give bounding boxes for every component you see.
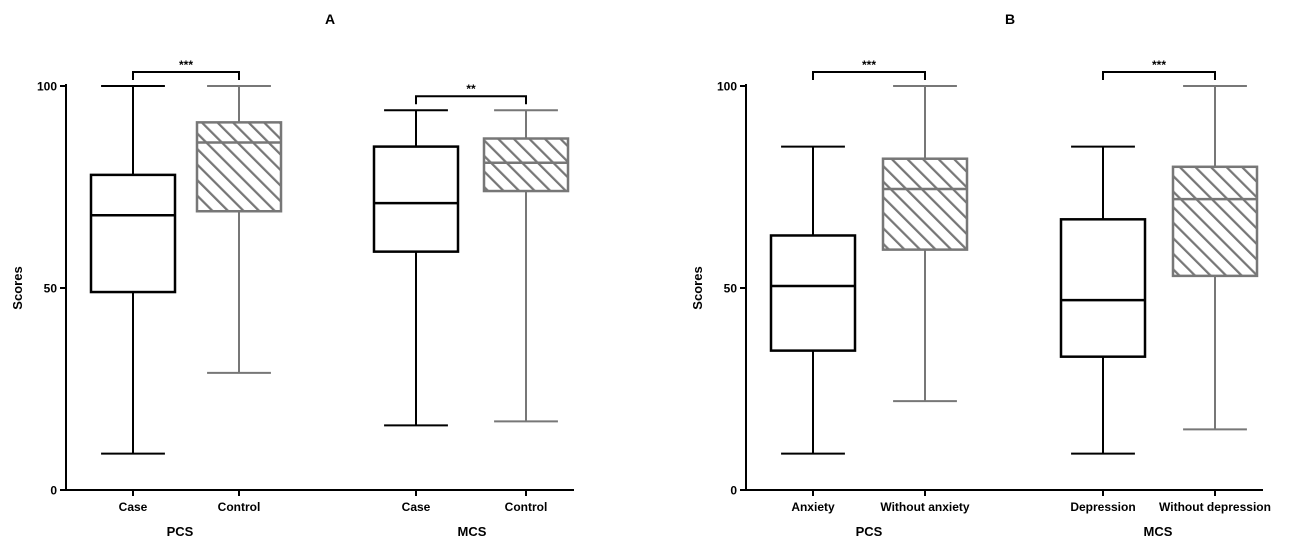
group-label: MCS [458, 524, 487, 539]
box-plain [372, 145, 460, 253]
box-plain [1059, 218, 1147, 358]
panel-b: B Scores 0 50 100 Anxiety Without anxiety ***… [690, 11, 1271, 539]
box-hatched [1171, 165, 1259, 278]
significance-bracket [1102, 71, 1216, 80]
category-label: Anxiety [791, 500, 835, 514]
category-label: Control [505, 500, 548, 514]
category-label: Case [402, 500, 431, 514]
panel-a-title: A [325, 11, 335, 27]
category-label: Depression [1070, 500, 1135, 514]
significance-bracket [812, 71, 926, 80]
category-label: Control [218, 500, 261, 514]
category-label: Without anxiety [880, 500, 970, 514]
y-tick-label: 100 [37, 80, 57, 94]
group-label: PCS [167, 524, 194, 539]
y-tick-label: 100 [717, 80, 737, 94]
significance-bracket [132, 71, 240, 80]
box-hatched [881, 157, 969, 251]
significance-bracket [415, 95, 527, 105]
significance-label: *** [179, 58, 193, 72]
box-hatched [482, 137, 570, 193]
group-label: MCS [1144, 524, 1173, 539]
panel-b-title: B [1005, 11, 1015, 27]
significance-label: *** [862, 58, 876, 72]
significance-label: ** [466, 82, 476, 96]
panel-a: A Scores 0 50 100 Case Control *** PCS Case Cont… [10, 11, 574, 539]
box-plain [89, 173, 177, 294]
y-tick-label: 0 [50, 484, 57, 498]
significance-label: *** [1152, 58, 1166, 72]
category-label: Case [119, 500, 148, 514]
panel-a-y-axis-label: Scores [10, 266, 25, 309]
y-tick-label: 0 [730, 484, 737, 498]
box-plain [769, 234, 857, 352]
group-label: PCS [856, 524, 883, 539]
category-label: Without depression [1159, 500, 1271, 514]
y-tick-label: 50 [44, 282, 58, 296]
box-hatched [195, 121, 283, 213]
panel-b-y-axis-label: Scores [690, 266, 705, 309]
y-tick-label: 50 [724, 282, 738, 296]
